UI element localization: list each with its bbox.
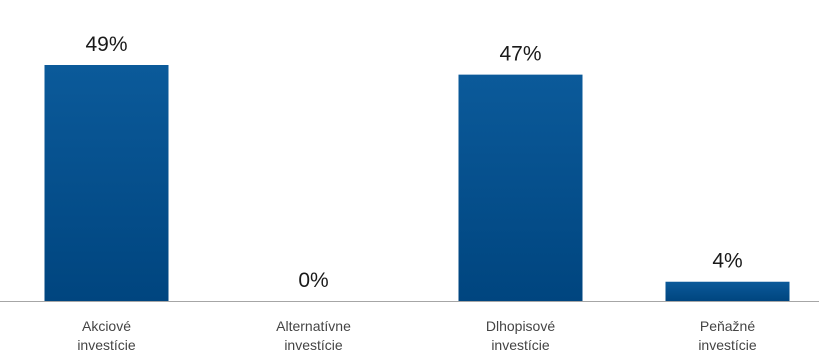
category-label-0: Akciové investície: [77, 318, 136, 353]
data-label-0: 49%: [85, 33, 127, 56]
data-label-2: 47%: [499, 43, 541, 66]
category-labels-group: Akciové investície Alternatívne investície D…: [77, 318, 757, 353]
bar-0: [44, 65, 169, 301]
bars-group: [44, 65, 790, 301]
bar-3: [665, 281, 790, 301]
category-label-3: Peňažné investície: [698, 318, 757, 353]
data-labels-group: 49% 0% 47% 4%: [85, 33, 742, 292]
data-label-3: 4%: [712, 250, 742, 273]
bar-2: [458, 74, 583, 301]
category-label-1: Alternatívne investície: [276, 318, 351, 353]
category-label-2: Dlhopisové investície: [486, 318, 555, 353]
data-label-1: 0%: [298, 269, 328, 292]
